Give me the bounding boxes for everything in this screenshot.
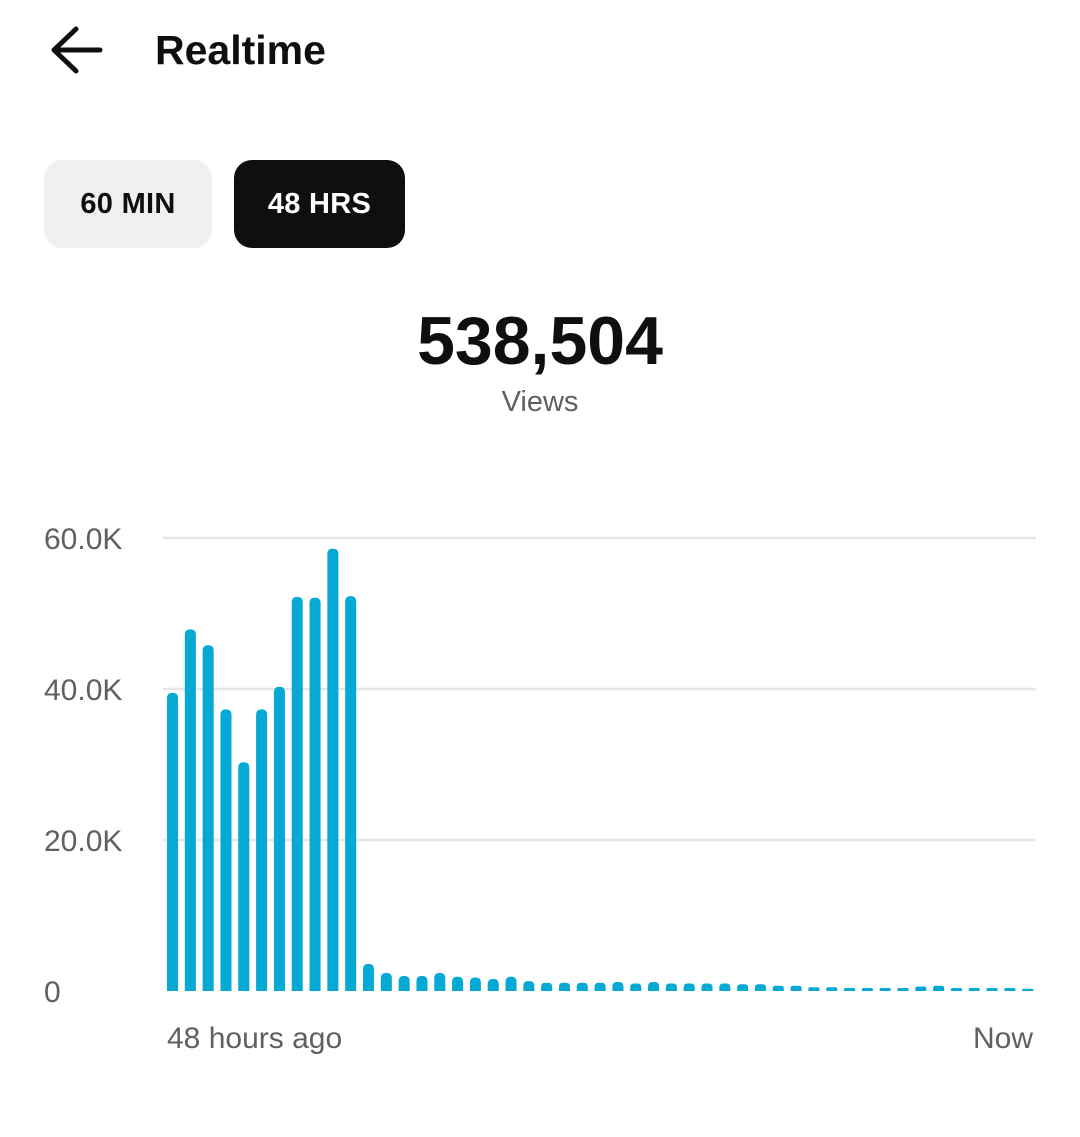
x-start-label: 48 hours ago xyxy=(167,1022,342,1055)
chart-bar[interactable] xyxy=(167,692,179,991)
chart-bar[interactable] xyxy=(968,987,980,991)
y-tick-label: 60.0K xyxy=(44,523,122,556)
chart-bar[interactable] xyxy=(648,981,660,991)
total-views-count: 538,504 xyxy=(417,303,663,379)
chart-bar[interactable] xyxy=(861,987,873,991)
y-tick-label: 20.0K xyxy=(44,825,122,858)
chart-bar[interactable] xyxy=(879,987,891,991)
chart-bar[interactable] xyxy=(273,686,285,991)
chart-bar[interactable] xyxy=(701,983,713,991)
chart-bar[interactable] xyxy=(594,982,606,991)
page-title: Realtime xyxy=(155,27,326,73)
range-tabs: 60 MIN 48 HRS xyxy=(44,160,405,248)
chart-bar[interactable] xyxy=(398,975,410,991)
chart-bar[interactable] xyxy=(345,596,357,991)
chart-bar[interactable] xyxy=(362,963,375,991)
metric-label: Views xyxy=(501,386,579,418)
chart-bar[interactable] xyxy=(950,987,962,991)
chart-bar[interactable] xyxy=(202,645,214,991)
chart-bar[interactable] xyxy=(1004,987,1016,991)
chart-bar[interactable] xyxy=(327,548,339,991)
chart-bar[interactable] xyxy=(630,983,642,991)
chart-bar[interactable] xyxy=(737,984,749,991)
chart-bar[interactable] xyxy=(844,987,856,991)
x-end-label: Now xyxy=(973,1022,1033,1055)
back-button[interactable] xyxy=(44,20,110,80)
chart-bar[interactable] xyxy=(291,596,303,991)
chart-bar[interactable] xyxy=(505,976,517,991)
chart-bar[interactable] xyxy=(523,981,535,991)
chart-bar[interactable] xyxy=(309,597,321,991)
app-header: Realtime xyxy=(0,0,1080,100)
tab-60-min[interactable]: 60 MIN xyxy=(44,160,212,248)
views-bar-chart: 0 20.0K 40.0K 60.0K 48 hours ago Now xyxy=(44,523,1036,1055)
chart-bar[interactable] xyxy=(1022,988,1034,991)
chart-bar[interactable] xyxy=(683,983,695,991)
chart-bar[interactable] xyxy=(238,762,250,991)
tab-48-hrs[interactable]: 48 HRS xyxy=(234,160,405,248)
y-tick-label: 0 xyxy=(44,976,61,1009)
chart-bar[interactable] xyxy=(416,975,428,991)
chart-bar[interactable] xyxy=(915,986,927,991)
chart-bar[interactable] xyxy=(897,987,909,991)
chart-bar[interactable] xyxy=(754,984,766,991)
chart-bar[interactable] xyxy=(808,987,820,991)
chart-bar[interactable] xyxy=(380,972,392,991)
chart-bar[interactable] xyxy=(434,972,446,991)
chart-bar[interactable] xyxy=(576,982,588,991)
chart-bar[interactable] xyxy=(790,985,802,991)
chart-bar[interactable] xyxy=(612,981,624,991)
chart-bar[interactable] xyxy=(719,983,731,991)
chart-bar[interactable] xyxy=(541,982,553,991)
y-tick-label: 40.0K xyxy=(44,674,122,707)
chart-bar[interactable] xyxy=(558,982,571,991)
chart-bar[interactable] xyxy=(220,709,232,991)
arrow-left-icon xyxy=(51,26,103,74)
chart-bar[interactable] xyxy=(452,976,464,991)
chart-bar[interactable] xyxy=(184,629,196,991)
chart-bar[interactable] xyxy=(933,985,945,991)
chart-bar[interactable] xyxy=(256,709,268,991)
chart-bar[interactable] xyxy=(665,983,677,991)
chart-bar[interactable] xyxy=(772,985,784,991)
chart-bar[interactable] xyxy=(986,987,998,991)
chart-bar[interactable] xyxy=(487,978,499,991)
chart-bar[interactable] xyxy=(826,987,838,991)
chart-bar[interactable] xyxy=(469,977,481,991)
